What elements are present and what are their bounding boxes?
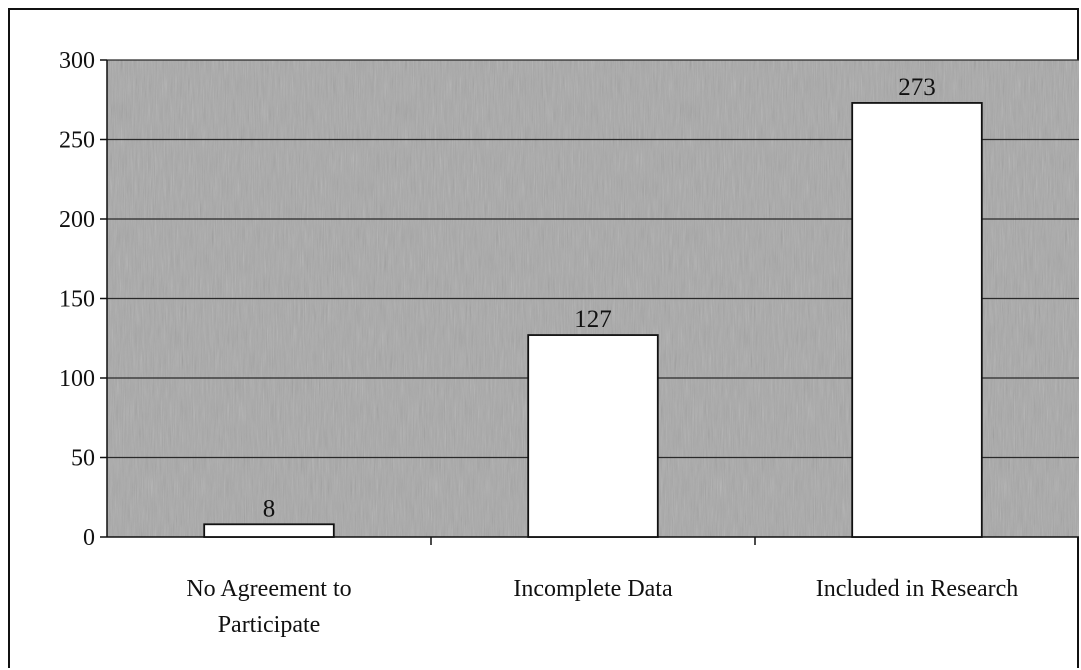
data-label: 273 [898,74,936,101]
y-tick-label: 300 [59,48,95,74]
bar [527,334,659,538]
x-category-label: Participate [218,612,321,638]
y-tick-label: 150 [59,287,95,313]
y-tick-label: 200 [59,207,95,233]
data-label: 8 [263,495,276,522]
bar [851,102,983,538]
x-category-label: Incomplete Data [513,576,673,602]
data-label: 127 [574,306,612,333]
x-category-label: Included in Research [816,576,1019,602]
x-category-label: No Agreement to [186,576,351,602]
bar [203,523,335,538]
bars [203,102,983,538]
y-tick-label: 0 [83,525,95,551]
y-tick-label: 250 [59,128,95,154]
labels: 0 50 100 150 200 250 300 8 No Agreement to Partic… [59,48,1018,638]
y-tick-label: 50 [71,446,95,472]
y-tick-label: 100 [59,366,95,392]
